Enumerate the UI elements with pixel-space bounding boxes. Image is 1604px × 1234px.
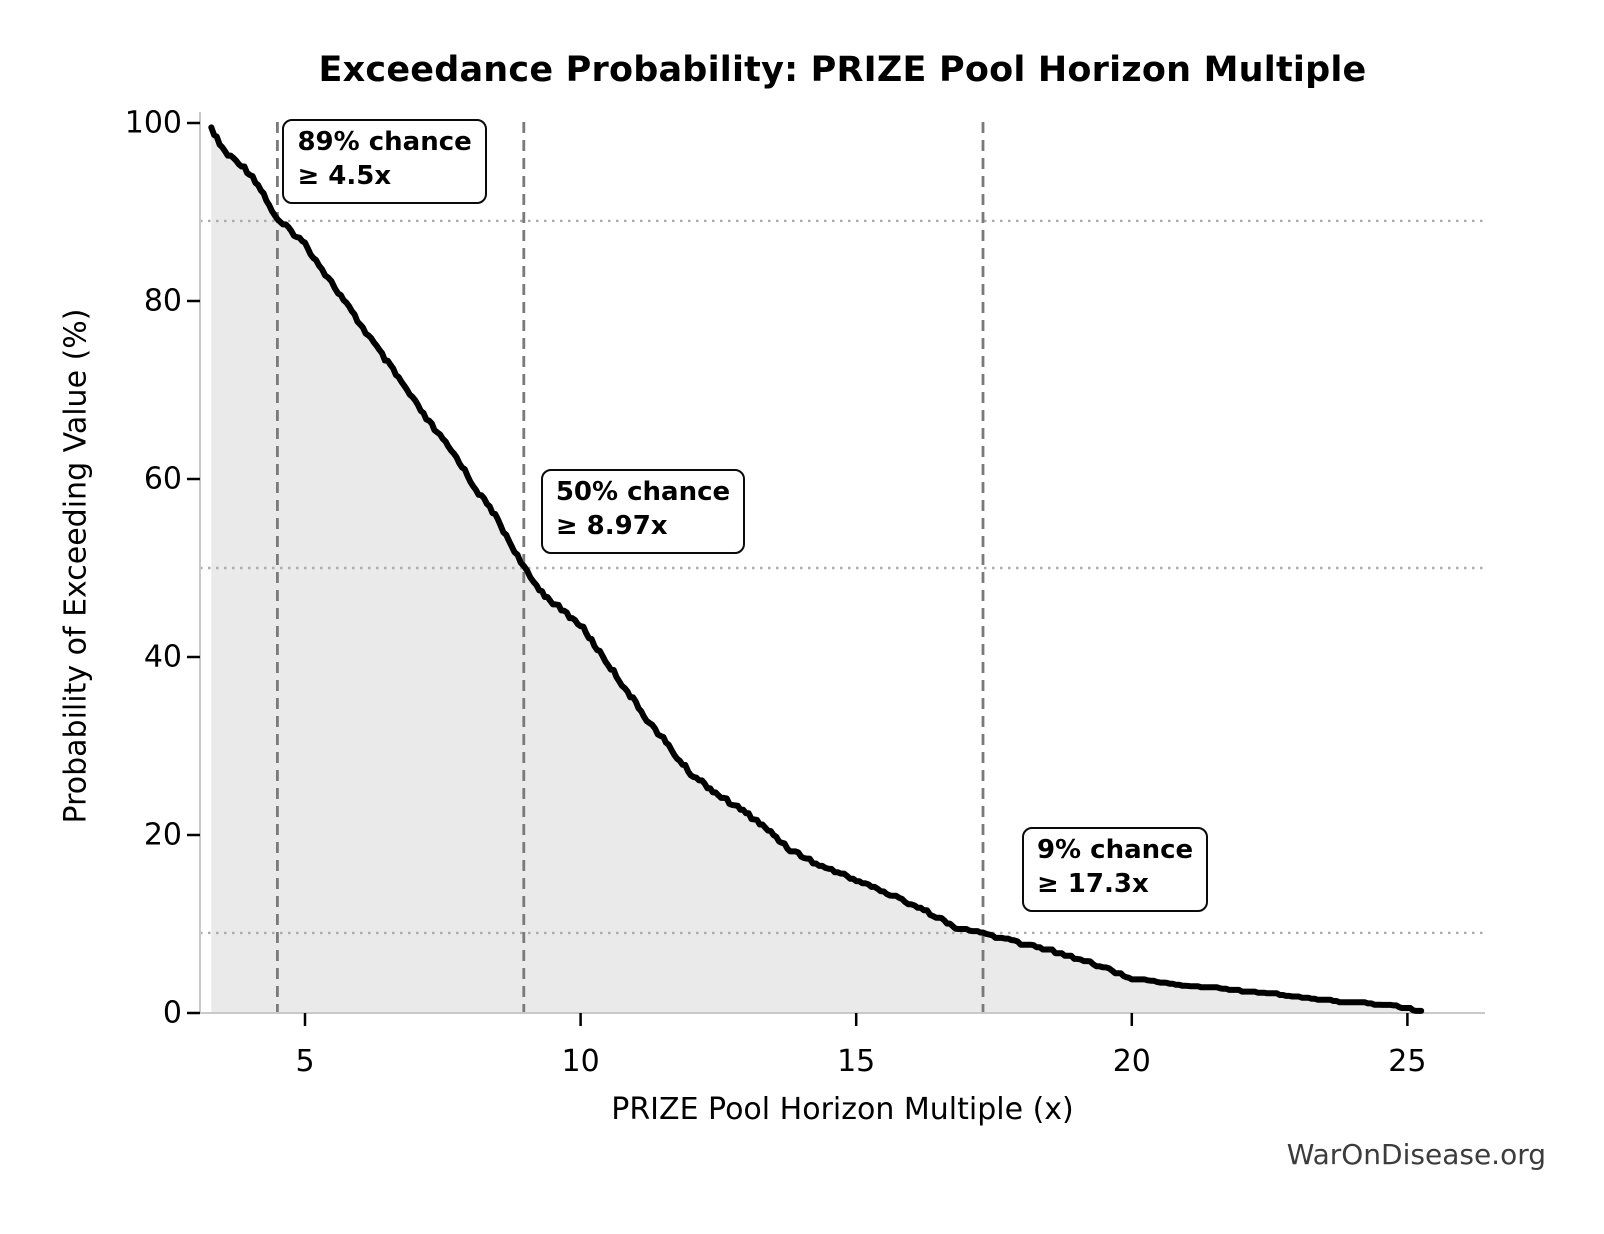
y-tick-label: 20 xyxy=(144,818,182,853)
y-tick-label: 0 xyxy=(163,996,182,1031)
annotation-89pct-line2: ≥ 4.5x xyxy=(297,160,392,191)
annotation-9pct-line1: 9% chance xyxy=(1036,835,1194,865)
x-tick-label: 25 xyxy=(1388,1044,1426,1079)
x-tick-label: 20 xyxy=(1113,1044,1151,1079)
source-watermark: WarOnDisease.org xyxy=(1286,1138,1546,1171)
x-tick-label: 15 xyxy=(837,1044,875,1079)
x-tick-label: 5 xyxy=(295,1044,314,1079)
annotation-50pct-line2: ≥ 8.97x xyxy=(555,510,668,541)
exceedance-curve xyxy=(208,124,1425,1014)
y-tick-label: 60 xyxy=(144,462,182,497)
x-tick-label: 10 xyxy=(562,1044,600,1079)
annotation-50pct-box: 50% chance ≥ 8.97x xyxy=(540,469,746,554)
annotation-89pct-line1: 89% chance xyxy=(297,127,472,157)
annotation-89pct-box: 89% chance ≥ 4.5x xyxy=(282,119,487,204)
curve-fill-area xyxy=(211,127,1422,1013)
annotation-9pct-box: 9% chance ≥ 17.3x xyxy=(1021,827,1209,912)
annotation-9pct-line2: ≥ 17.3x xyxy=(1036,868,1149,899)
annotation-50pct-line1: 50% chance xyxy=(555,477,731,507)
y-axis-label: Probability of Exceeding Value (%) xyxy=(58,308,94,824)
y-tick-label: 100 xyxy=(125,106,182,141)
y-tick-label: 80 xyxy=(144,284,182,319)
y-tick-label: 40 xyxy=(144,640,182,675)
chart-title: Exceedance Probability: PRIZE Pool Horiz… xyxy=(318,50,1367,90)
x-axis-label: PRIZE Pool Horizon Multiple (x) xyxy=(611,1092,1074,1127)
